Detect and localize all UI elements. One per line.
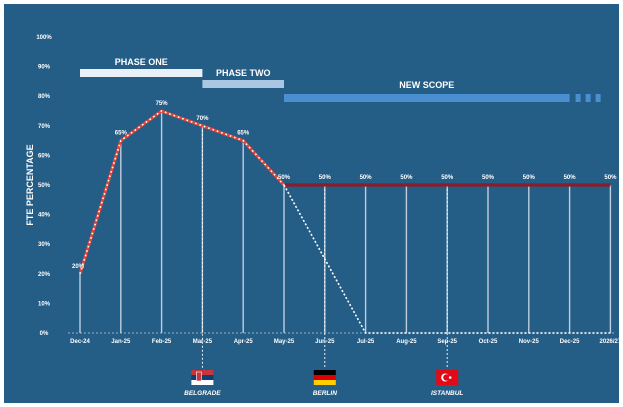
data-label: 50% [278,175,291,181]
y-tick-label: 80% [38,94,51,100]
x-tick-label: Feb-25 [152,339,172,345]
x-tick-label: May-25 [274,339,295,345]
y-tick-label: 90% [38,65,51,71]
x-tick-label: Nov-25 [519,339,540,345]
y-tick-label: 0% [40,331,49,337]
x-tick-label: 2026/27 [600,339,622,345]
location-label: ISTANBUL [431,390,463,397]
x-tick-label: Apr-25 [234,339,254,345]
data-label: 20% [72,264,85,270]
phase-label: PHASE ONE [115,57,168,67]
y-tick-label: 30% [38,242,51,248]
phase-bar [202,80,284,88]
data-label: 50% [360,175,373,181]
x-tick-label: Dec-24 [70,339,90,345]
data-label: 65% [115,131,128,137]
data-label: 50% [604,175,617,181]
y-tick-label: 60% [38,153,51,159]
y-axis-label: FTE PERCENTAGE [25,144,35,225]
x-tick-label: Oct-25 [479,339,498,345]
phase-bar-extension [585,94,591,102]
x-tick-label: Jan-25 [111,339,131,345]
data-label: 75% [156,101,169,107]
location-label: BERLIN [313,390,338,397]
data-label: 50% [441,175,454,181]
data-label: 50% [400,175,413,181]
data-label: 65% [237,131,250,137]
turkey-flag-icon [436,370,459,385]
phase-label: NEW SCOPE [399,80,454,90]
phase-bar [284,94,570,102]
germany-flag-icon [313,370,336,385]
x-tick-label: Aug-25 [396,339,417,345]
y-tick-label: 40% [38,213,51,219]
series-line-main-dots [79,110,285,275]
location-label: BELGRADE [184,390,221,397]
serbia-flag-icon [191,370,214,385]
data-label: 50% [564,175,577,181]
x-tick-label: Jul-25 [357,339,375,345]
phase-bar-extension [595,94,601,102]
y-tick-label: 10% [38,301,51,307]
phase-bar [80,69,203,77]
y-tick-label: 100% [36,35,52,41]
data-label: 70% [196,116,209,122]
phase-bar-extension [575,94,581,102]
data-label: 50% [482,175,495,181]
y-tick-label: 70% [38,124,51,130]
y-tick-label: 50% [38,183,51,189]
series-line-main [78,109,286,275]
phase-label: PHASE TWO [216,68,271,78]
data-label: 50% [523,175,536,181]
series-line-projection [283,184,611,334]
x-tick-label: Dec-25 [560,339,580,345]
data-label: 50% [319,175,332,181]
y-tick-label: 20% [38,272,51,278]
